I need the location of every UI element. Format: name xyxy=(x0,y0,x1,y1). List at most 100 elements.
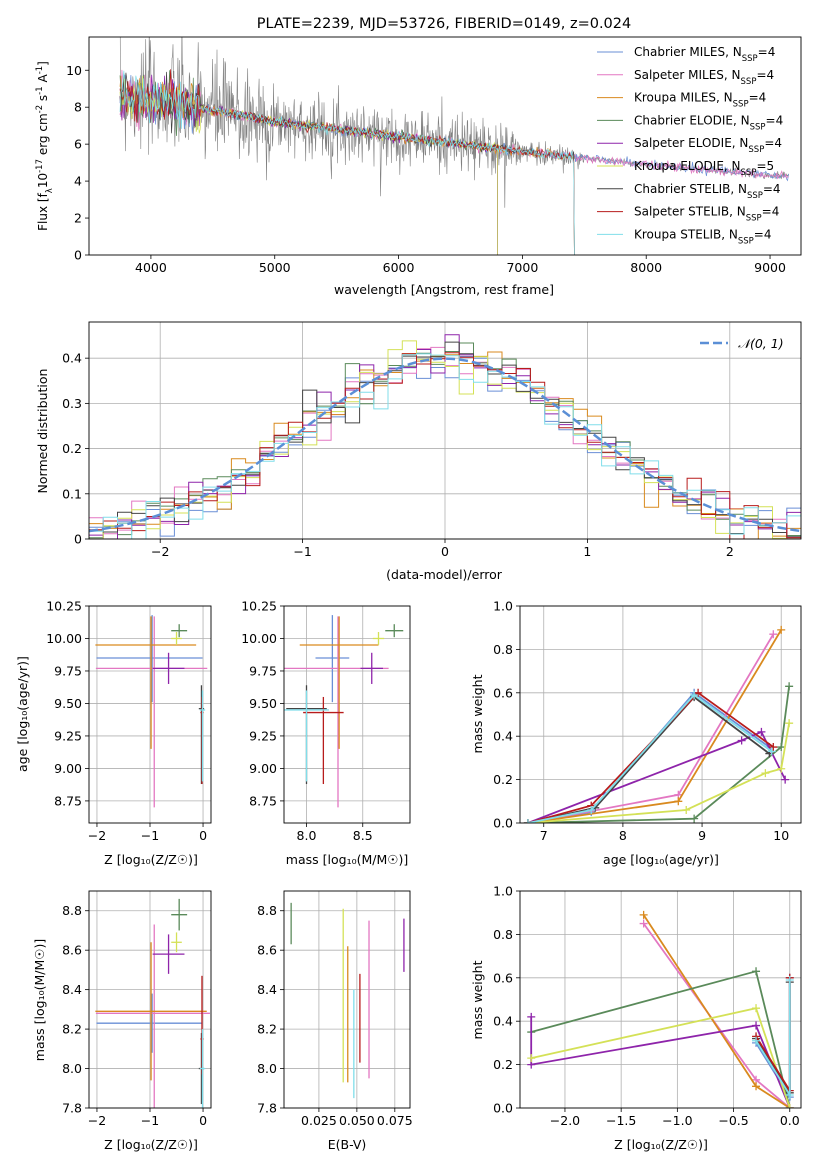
weight-vs-age-panel-marker xyxy=(785,682,794,691)
age-vs-z-x-axis-label: Z [log₁₀(Z/Z☉)] xyxy=(104,852,198,867)
spectrum-legend-entry: Chabrier MILES, NSSP=4 xyxy=(634,45,775,64)
spectrum-title: PLATE=2239, MJD=53726, FIBERID=0149, z=0… xyxy=(257,16,631,32)
weight-vs-age-panel-marker xyxy=(777,764,786,773)
weight-vs-age-panel-frame xyxy=(519,605,802,824)
histogram-y-axis-label: Normed distribution xyxy=(35,369,50,494)
weight-vs-age-panel-marker xyxy=(757,727,766,736)
spectrum-legend-entry: Kroupa ELODIE, NSSP=5 xyxy=(634,159,774,178)
histogram-step-line xyxy=(89,340,801,539)
age-vs-z-panel-y-tick-label: 10.00 xyxy=(46,631,82,646)
age-vs-mass-panel-y-tick-label: 8.75 xyxy=(249,793,277,808)
weight-vs-age-panel-series-line xyxy=(527,693,773,823)
weight-vs-z-x-axis-label: Z [log₁₀(Z/Z☉)] xyxy=(614,1137,708,1152)
weight-vs-z-panel-marker xyxy=(752,967,761,976)
mass-vs-z-panel-frame xyxy=(88,890,212,1109)
spectrum-panel-plot-area xyxy=(119,37,789,255)
age-vs-z-panel-x-tick-label: −2 xyxy=(88,828,106,843)
mass-vs-z-panel-plot-area xyxy=(95,898,210,1108)
weight-vs-age-panel-x-tick-label: 9 xyxy=(698,828,706,843)
weight-vs-z-panel-y-tick-label: 0.8 xyxy=(493,927,513,942)
mass-vs-ebv-panel-y-tick-label: 7.8 xyxy=(257,1101,277,1116)
mass-vs-z-panel-y-tick-label: 8.2 xyxy=(62,1022,82,1037)
weight-vs-z-panel-marker xyxy=(785,1104,794,1108)
mass-vs-z-y-axis-label: mass [log₁₀(M/M☉)] xyxy=(32,939,47,1061)
age-vs-z-panel-y-tick-label: 9.75 xyxy=(54,663,82,678)
histogram-step-line xyxy=(89,341,801,538)
histogram-panel-y-tick-label: 0.4 xyxy=(62,351,82,366)
mass-vs-z-panel-y-tick-label: 8.8 xyxy=(62,903,82,918)
histogram-panel-y-tick-label: 0.1 xyxy=(62,486,82,501)
weight-vs-age-y-axis-label: mass weight xyxy=(470,674,485,753)
mass-vs-ebv-panel-plot-area xyxy=(290,902,405,1099)
weight-vs-age-panel-marker xyxy=(737,736,746,745)
age-vs-z-panel-plot-area xyxy=(95,615,208,808)
weight-vs-age-panel-y-tick-label: 1.0 xyxy=(493,599,513,614)
age-vs-z-panel-x-tick-label: −1 xyxy=(141,828,159,843)
spectrum-legend-entry: Kroupa STELIB, NSSP=4 xyxy=(634,227,772,246)
spectrum-panel-x-tick-label: 7000 xyxy=(506,260,538,275)
age-vs-z-panel-x-tick-label: 0 xyxy=(199,828,207,843)
spectrum-panel-frame xyxy=(88,36,802,256)
weight-vs-z-panel-marker xyxy=(785,1090,794,1099)
mass-vs-z-panel xyxy=(85,890,212,1112)
spectrum-panel-y-tick-label: 10 xyxy=(66,63,82,78)
histogram-panel xyxy=(85,321,802,543)
histogram-panel-x-tick-label: 1 xyxy=(583,544,591,559)
weight-vs-age-x-axis-label: age [log₁₀(age/yr)] xyxy=(603,852,719,867)
weight-vs-z-y-axis-label: mass weight xyxy=(470,960,485,1039)
weight-vs-age-panel-marker xyxy=(761,769,770,778)
mass-vs-ebv-x-axis-label: E(B-V) xyxy=(328,1137,367,1152)
weight-vs-age-panel-series-line xyxy=(527,691,774,823)
weight-vs-z-panel xyxy=(516,890,802,1112)
weight-vs-age-panel-series-line xyxy=(527,730,787,823)
histogram-panel-x-tick-label: 0 xyxy=(441,544,449,559)
weight-vs-age-panel-y-tick-label: 0.6 xyxy=(493,685,513,700)
mass-vs-z-panel-x-tick-label: 0 xyxy=(199,1113,207,1128)
mass-vs-z-panel-y-tick-label: 8.6 xyxy=(62,943,82,958)
spectrum-panel-y-tick-label: 8 xyxy=(74,100,82,115)
spectrum-panel-x-tick-label: 6000 xyxy=(383,260,415,275)
weight-vs-age-panel-x-tick-label: 10 xyxy=(773,828,789,843)
spectrum-y-axis-label: Flux [fλ10-17 erg cm-2 s-1 A-1] xyxy=(35,61,55,231)
mass-vs-ebv-panel-frame xyxy=(283,890,411,1109)
histogram-legend-entry: 𝒩(0, 1) xyxy=(738,336,784,351)
weight-vs-age-panel-y-tick-label: 0.8 xyxy=(493,642,513,657)
histogram-panel-x-tick-label: −1 xyxy=(293,544,311,559)
mass-vs-z-panel-y-tick-label: 8.4 xyxy=(62,982,82,997)
spectrum-legend-entry: Salpeter STELIB, NSSP=4 xyxy=(634,205,779,224)
weight-vs-age-panel-x-tick-label: 8 xyxy=(619,828,627,843)
weight-vs-z-panel-marker xyxy=(639,919,648,928)
weight-vs-z-panel-plot-area xyxy=(527,910,794,1108)
mass-vs-ebv-panel-y-tick-label: 8.2 xyxy=(257,1022,277,1037)
spectrum-panel-y-tick-label: 4 xyxy=(74,174,82,189)
weight-vs-age-panel-marker xyxy=(523,819,532,823)
mass-vs-ebv-panel-y-tick-label: 8.6 xyxy=(257,943,277,958)
spectrum-legend-entry: Kroupa MILES, NSSP=4 xyxy=(634,91,766,110)
mass-vs-ebv-panel-y-tick-label: 8.8 xyxy=(257,903,277,918)
weight-vs-z-panel-marker xyxy=(785,975,794,984)
age-vs-mass-panel xyxy=(280,605,411,827)
mass-vs-z-panel-y-tick-label: 7.8 xyxy=(62,1101,82,1116)
normal-curve-line xyxy=(89,357,801,533)
weight-vs-z-panel-marker xyxy=(639,910,648,919)
mass-vs-ebv-panel-x-tick-label: 0.025 xyxy=(301,1113,337,1128)
weight-vs-z-panel-marker xyxy=(527,1012,536,1021)
age-vs-mass-panel-x-tick-label: 8.0 xyxy=(297,828,317,843)
weight-vs-age-panel-series-line xyxy=(527,695,770,823)
spectrum-panel-x-tick-label: 4000 xyxy=(135,260,167,275)
weight-vs-z-panel-y-tick-label: 0.6 xyxy=(493,970,513,985)
age-vs-mass-panel-y-tick-label: 9.50 xyxy=(249,696,277,711)
spectrum-panel-x-tick-label: 5000 xyxy=(259,260,291,275)
histogram-x-axis-label: (data-model)/error xyxy=(386,567,503,582)
age-vs-z-panel-y-tick-label: 10.25 xyxy=(46,599,82,614)
weight-vs-z-panel-series-line xyxy=(642,914,791,1108)
weight-vs-age-panel-marker xyxy=(781,775,790,784)
weight-vs-z-panel-x-tick-label: −1.0 xyxy=(662,1113,692,1128)
histogram-panel-plot-area xyxy=(89,334,801,539)
weight-vs-z-panel-x-tick-label: 0.0 xyxy=(780,1113,800,1128)
weight-vs-age-panel-marker xyxy=(587,805,596,814)
spectrum-panel-y-tick-label: 6 xyxy=(74,137,82,152)
weight-vs-z-panel-x-tick-label: −1.5 xyxy=(606,1113,636,1128)
weight-vs-z-panel-marker xyxy=(752,1004,761,1013)
spectrum-legend-entry: Salpeter ELODIE, NSSP=4 xyxy=(634,136,782,155)
